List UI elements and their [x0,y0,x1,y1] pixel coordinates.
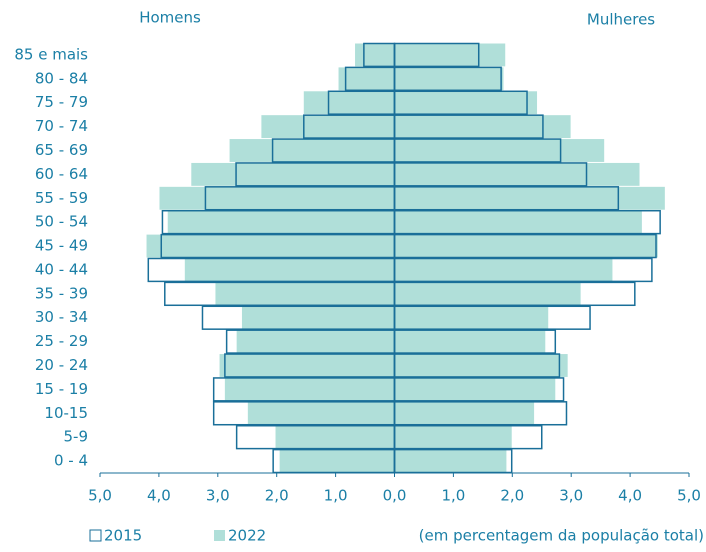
right-label: Mulheres [587,11,655,29]
left-label: Homens [139,9,201,27]
y-tick-label: 40 - 44 [35,260,88,278]
bar-men [279,449,395,473]
bar-women [394,449,507,473]
bar-women [394,162,640,186]
y-tick-label: 45 - 49 [35,237,88,255]
y-tick-label: 65 - 69 [35,141,88,159]
bar-men [229,139,395,162]
bar-men [184,258,395,282]
bar-men [247,401,395,425]
bar-women [394,67,504,91]
y-tick-label: 60 - 64 [35,165,88,183]
bar-men [261,115,395,139]
y-tick-label: 5-9 [64,428,89,446]
y-tick-label: 80 - 84 [35,69,88,87]
bar-men [219,354,395,377]
y-tick-label: 70 - 74 [35,117,88,135]
x-tick-label: 2,0 [265,487,289,505]
bar-women [394,91,538,115]
bar-men [159,186,395,210]
y-tick-label: 30 - 34 [35,308,88,326]
bar-women [394,282,581,306]
bar-women [394,139,605,162]
x-tick-label: 3,0 [206,487,230,505]
legend-swatch [214,530,225,541]
bar-women [394,258,613,282]
x-tick-label: 1,0 [441,487,465,505]
x-tick-label: 4,0 [147,487,171,505]
bar-women [394,234,658,258]
bar-men [275,425,395,449]
bar-men [303,91,395,115]
y-tick-label: 55 - 59 [35,189,88,207]
bar-women [394,330,546,354]
bar-men [338,67,395,91]
bar-men [146,234,395,258]
bar-women [394,425,512,449]
bar-men [224,377,395,401]
legend-swatch [89,529,102,542]
bar-men [236,330,395,354]
bar-women [394,186,665,210]
bar-men [191,162,395,186]
x-tick-label: 5,0 [88,487,112,505]
bar-men [355,43,395,67]
x-tick-label: 0,0 [383,487,407,505]
y-tick-label: 15 - 19 [35,380,88,398]
bar-men [215,282,395,306]
x-tick-label: 5,0 [677,487,701,505]
bar-women [394,115,571,139]
x-tick-label: 3,0 [559,487,583,505]
bar-women [394,401,535,425]
bar-women [394,306,549,330]
x-tick-label: 1,0 [324,487,348,505]
bar-women [394,354,568,377]
y-tick-label: 20 - 24 [35,356,88,374]
bar-women [394,43,506,67]
bar-women [394,210,642,234]
bar-women [394,377,556,401]
y-tick-label: 50 - 54 [35,213,88,231]
y-tick-label: 85 e mais [14,45,88,63]
legend-label: 2022 [228,527,266,545]
x-tick-label: 2,0 [500,487,524,505]
legend-label: 2015 [104,527,142,545]
note: (em percentagem da população total) [419,527,704,545]
y-tick-label: 0 - 4 [54,452,88,470]
y-tick-label: 75 - 79 [35,93,88,111]
x-tick-label: 4,0 [618,487,642,505]
y-tick-label: 10-15 [44,404,88,422]
y-tick-label: 35 - 39 [35,284,88,302]
y-tick-label: 25 - 29 [35,332,88,350]
bar-men [167,210,395,234]
bar-men [241,306,395,330]
